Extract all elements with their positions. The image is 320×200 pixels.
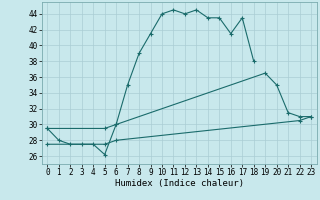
X-axis label: Humidex (Indice chaleur): Humidex (Indice chaleur) [115, 179, 244, 188]
